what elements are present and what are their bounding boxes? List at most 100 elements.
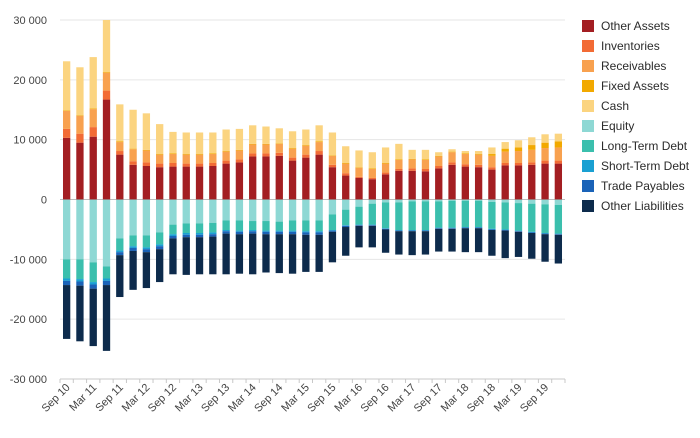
bar-segment — [461, 166, 469, 200]
bar-segment — [89, 199, 97, 263]
legend-label: Inventories — [601, 39, 660, 53]
bar-segment — [488, 167, 496, 170]
bar-segment — [222, 163, 230, 200]
bar-segment — [328, 167, 337, 200]
bar-segment — [116, 250, 124, 253]
bar-segment — [421, 199, 430, 202]
bar-segment — [195, 233, 204, 235]
bar-segment — [528, 203, 536, 232]
bar-segment — [328, 230, 337, 231]
bar-segment — [421, 171, 430, 200]
bar-segment — [342, 227, 350, 256]
bar-segment — [302, 145, 310, 146]
bar-segment — [195, 154, 204, 164]
bar-segment — [275, 234, 283, 274]
bar-segment — [381, 228, 390, 230]
bar-segment — [381, 172, 390, 175]
bar-segment — [488, 201, 496, 229]
bar-segment — [408, 230, 416, 232]
legend-swatch — [582, 80, 594, 92]
bar-segment — [448, 227, 456, 229]
legend-swatch — [582, 180, 594, 192]
bar-segment — [408, 199, 416, 202]
bar-segment — [209, 236, 217, 275]
bar-segment — [102, 90, 111, 100]
bar-segment — [395, 230, 403, 232]
bar-segment — [182, 233, 190, 235]
bar-segment — [541, 160, 549, 164]
bar-segment — [156, 199, 164, 233]
bar-segment — [342, 146, 350, 164]
bar-segment — [62, 259, 71, 279]
bar-segment — [116, 141, 124, 143]
bar-segment — [554, 141, 563, 148]
bar-segment — [102, 72, 111, 73]
bar-segment — [129, 161, 137, 165]
bar-segment — [302, 129, 310, 146]
bar-segment — [102, 99, 111, 200]
bar-segment — [554, 199, 563, 205]
bar-segment — [474, 154, 483, 155]
x-tick-label: Sep 17 — [412, 382, 445, 415]
bar-segment — [541, 142, 549, 149]
bar-segment — [76, 67, 84, 116]
bar-segment — [328, 164, 337, 168]
bar-segment — [129, 199, 137, 236]
bar-segment — [554, 133, 563, 142]
bar-segment — [235, 199, 244, 221]
bar-segment — [528, 233, 536, 259]
bar-segment — [195, 234, 204, 238]
bar-segment — [355, 225, 363, 226]
bar-segment — [102, 266, 111, 279]
bar-segment — [461, 164, 469, 167]
x-tick-label: Sep 10 — [40, 382, 73, 415]
legend-item: Cash — [582, 96, 689, 116]
bar-segment — [421, 230, 430, 231]
bar-segment — [142, 150, 151, 163]
bar-segment — [395, 159, 403, 161]
y-tick-label: 0 — [41, 195, 47, 207]
y-tick-label: 20 000 — [13, 75, 47, 87]
legend-item: Long-Term Debt — [582, 136, 689, 156]
bar-segment — [262, 156, 270, 200]
legend-label: Trade Payables — [601, 179, 685, 193]
bar-segment — [488, 169, 496, 200]
bar-segment — [62, 199, 71, 260]
bar-segment — [488, 199, 496, 202]
bar-segment — [222, 199, 230, 221]
bar-segment — [222, 151, 230, 161]
bar-segment — [275, 221, 283, 231]
legend-label: Fixed Assets — [601, 79, 670, 93]
x-tick-label: Mar 16 — [332, 382, 365, 415]
x-tick-label: Sep 18 — [465, 382, 498, 415]
bar-segment — [288, 131, 297, 149]
bar-segment — [275, 199, 283, 222]
legend-swatch — [582, 20, 594, 32]
bar-segment — [182, 166, 190, 200]
bar-segment — [235, 230, 244, 232]
bar-segment — [76, 142, 84, 200]
legend-swatch — [582, 40, 594, 52]
bar-segment — [381, 163, 390, 173]
bar-segment — [235, 150, 244, 160]
bar-segment — [554, 163, 563, 200]
bar-segment — [102, 72, 111, 91]
bar-segment — [275, 230, 283, 232]
x-tick-label: Mar 12 — [120, 382, 153, 415]
bar-segment — [262, 144, 270, 154]
bar-segment — [514, 163, 523, 166]
legend-label: Other Assets — [601, 19, 670, 33]
bar-segment — [156, 167, 164, 200]
bar-segment — [488, 229, 496, 231]
bar-segment — [355, 150, 363, 168]
bar-segment — [195, 223, 204, 234]
bar-segment — [408, 158, 416, 160]
bar-segment — [209, 199, 217, 223]
bar-segment — [89, 108, 97, 110]
bar-segment — [554, 160, 563, 164]
bar-segment — [355, 225, 363, 248]
bar-segment — [461, 151, 469, 154]
bar-segment — [461, 200, 469, 228]
bar-segment — [381, 174, 390, 200]
